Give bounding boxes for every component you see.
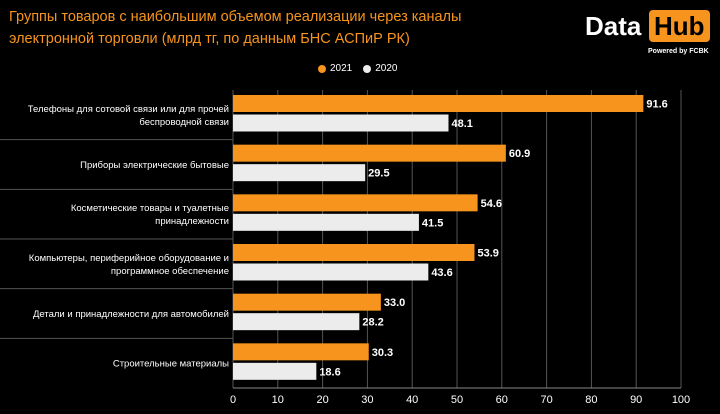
value-label-2021: 30.3: [372, 347, 393, 359]
x-tick-label: 90: [630, 394, 642, 406]
value-label-2020: 48.1: [451, 118, 472, 130]
value-label-2020: 18.6: [319, 366, 340, 378]
value-label-2021: 91.6: [646, 99, 667, 111]
chart-legend: 2021 2020: [318, 63, 404, 74]
x-tick-label: 60: [496, 394, 508, 406]
category-label: Приборы электрические бытовые: [80, 160, 229, 171]
category-label: Телефоны для сотовой связи или для проче…: [28, 104, 229, 128]
x-tick-label: 10: [272, 394, 284, 406]
x-tick-label: 0: [230, 394, 236, 406]
legend-swatch-2020: [363, 64, 372, 73]
x-tick-label: 80: [585, 394, 597, 406]
legend-item-2021: 2021: [318, 63, 352, 74]
value-label-2020: 29.5: [368, 168, 389, 180]
x-tick-label: 100: [672, 394, 690, 406]
value-label-2021: 60.9: [509, 148, 530, 160]
value-label-2020: 28.2: [362, 317, 383, 329]
bar-2021: [233, 343, 369, 361]
legend-label-2021: 2021: [330, 63, 353, 74]
legend-item-2020: 2020: [363, 63, 398, 74]
x-tick-label: 50: [451, 394, 463, 406]
value-label-2021: 53.9: [477, 248, 498, 260]
bar-2021: [233, 144, 506, 162]
bar-2020: [233, 263, 429, 281]
logo-hub-text: Hub: [649, 10, 710, 42]
value-label-2021: 54.6: [481, 198, 502, 210]
bar-2021: [233, 194, 478, 212]
chart-title: Группы товаров с наибольшим объемом реал…: [9, 9, 462, 47]
bar-2020: [233, 362, 317, 380]
category-label: Косметические товары и туалетные принадле…: [71, 203, 229, 227]
bar-2021: [233, 293, 381, 311]
bar-2021: [233, 95, 644, 112]
value-label-2020: 41.5: [422, 217, 443, 229]
value-label-2021: 33.0: [384, 297, 405, 309]
legend-swatch-2021: [318, 64, 326, 73]
x-tick-label: 30: [361, 394, 373, 406]
bar-2020: [233, 213, 419, 231]
bar-2021: [233, 244, 475, 261]
bar-2020: [233, 114, 449, 132]
category-label: Строительные материалы: [113, 359, 229, 370]
logo-data-text: Data: [585, 11, 642, 41]
logo-tagline: Powered by FCBK: [648, 48, 709, 55]
x-tick-label: 20: [316, 394, 328, 406]
x-tick-label: 40: [406, 394, 418, 406]
category-label: Детали и принадлежности для автомобилей: [33, 309, 229, 320]
x-tick-label: 70: [540, 394, 552, 406]
value-label-2020: 43.6: [431, 267, 452, 279]
legend-label-2020: 2020: [375, 63, 398, 74]
bar-2020: [233, 313, 360, 331]
bar-2020: [233, 164, 366, 182]
